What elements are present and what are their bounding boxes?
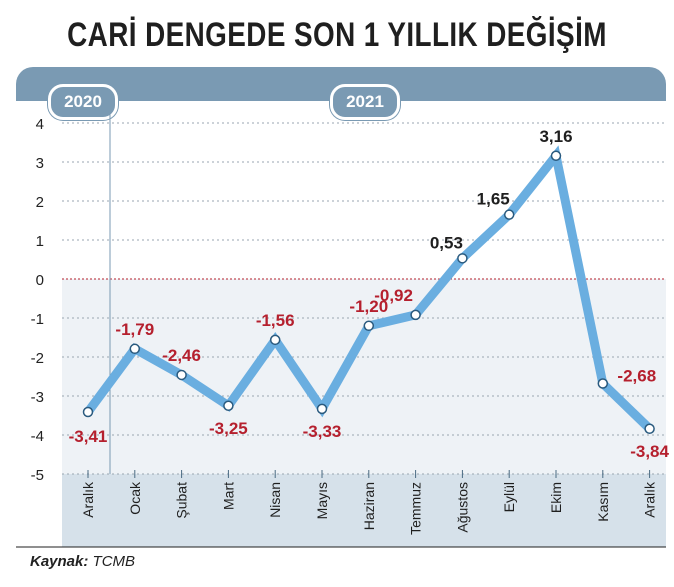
data-label: -1,20 [349, 297, 388, 316]
year-label-2020: 2020 [48, 84, 118, 120]
y-tick-label: -5 [31, 467, 44, 484]
y-tick-label: -1 [31, 311, 44, 328]
x-tick-label: Ekim [548, 482, 564, 513]
x-tick-label: Aralık [80, 481, 96, 518]
data-label: -1,79 [115, 320, 154, 339]
data-label: -1,56 [256, 311, 295, 330]
data-point [550, 150, 562, 162]
x-tick-label: Kasım [595, 482, 611, 522]
y-tick-label: 2 [36, 194, 44, 211]
data-point [410, 309, 421, 321]
data-label: 3,16 [539, 127, 572, 146]
source-note: Kaynak: TCMB [30, 553, 135, 570]
x-tick-label: Şubat [174, 482, 190, 519]
data-label: 0,53 [430, 233, 463, 252]
data-point [129, 343, 141, 355]
negative-region-bg [62, 279, 666, 474]
data-label: -3,25 [209, 419, 248, 438]
data-label: -0,92 [374, 286, 413, 305]
x-axis-band [62, 474, 666, 547]
year-label-2021: 2021 [330, 84, 400, 120]
x-tick-label: Nisan [267, 482, 283, 518]
data-point [82, 406, 94, 418]
data-label: -2,68 [617, 367, 656, 386]
chart-title: CARİ DENGEDE SON 1 YILLIK DEĞİŞİM [67, 16, 607, 54]
source-value: TCMB [92, 553, 136, 570]
x-tick-label: Mayıs [314, 482, 330, 519]
x-tick-label: Haziran [361, 482, 377, 530]
data-label: -3,41 [69, 427, 108, 446]
data-point [457, 253, 468, 264]
data-point [597, 378, 609, 389]
x-tick-label: Eylül [501, 482, 517, 512]
y-tick-label: 0 [36, 272, 44, 289]
x-tick-label: Mart [220, 482, 236, 510]
data-label: -2,46 [162, 346, 201, 365]
data-point [223, 400, 234, 411]
data-point [269, 334, 281, 346]
data-label: -3,33 [303, 422, 342, 441]
data-point [176, 369, 187, 381]
y-tick-label: -2 [31, 350, 44, 367]
y-tick-label: -3 [31, 389, 44, 406]
data-label: 1,65 [477, 190, 510, 209]
data-point [363, 320, 375, 332]
y-tick-label: 1 [36, 233, 44, 250]
source-label: Kaynak: [30, 553, 89, 570]
y-tick-label: 3 [36, 155, 44, 172]
x-tick-label: Temmuz [408, 482, 424, 535]
data-label: -3,84 [630, 442, 669, 461]
x-tick-label: Ağustos [454, 482, 470, 533]
data-point [644, 423, 655, 435]
data-point [503, 209, 515, 220]
x-tick-label: Aralık [642, 481, 658, 518]
y-tick-label: -4 [31, 428, 44, 445]
y-tick-label: 4 [36, 116, 44, 133]
x-tick-label: Ocak [127, 481, 143, 515]
data-point [316, 403, 328, 415]
